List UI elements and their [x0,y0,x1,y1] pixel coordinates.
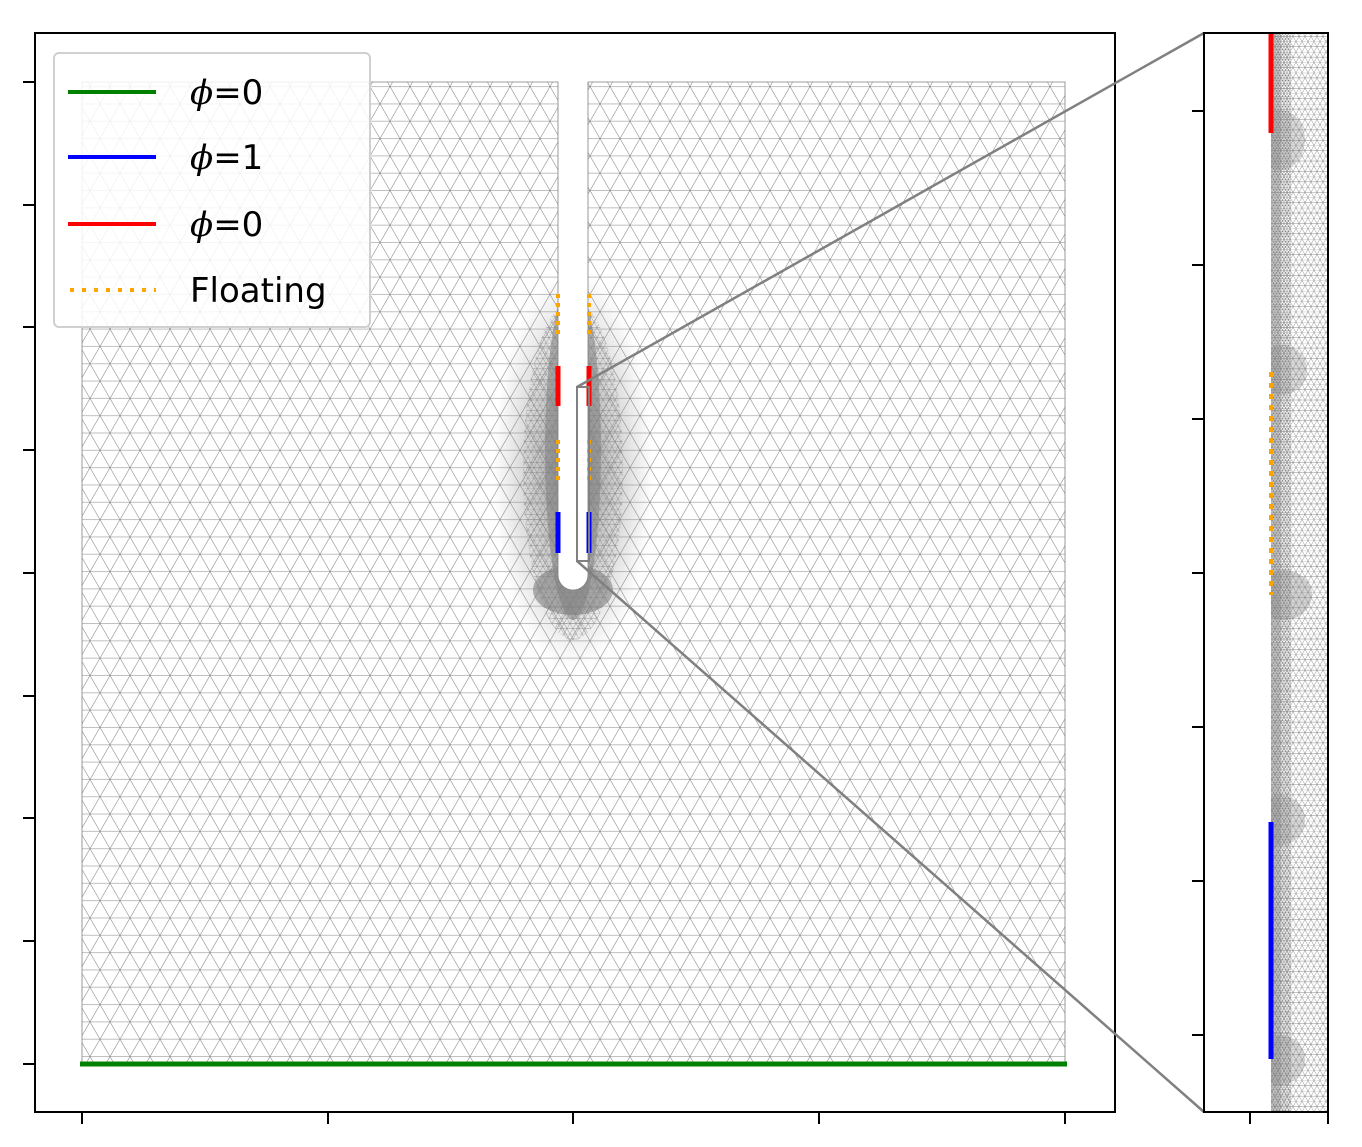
legend-item-floating: Floating [70,271,327,311]
zoom-connector-top [576,31,1205,389]
svg-text:ϕ=0: ϕ=0 [190,73,263,113]
main-y-ticks [23,81,35,1065]
inset-x-ticks [1249,1112,1329,1124]
legend-box [53,52,371,328]
legend-label: =0 [213,73,263,113]
inset-mesh [1271,33,1328,1112]
legend-label: =0 [213,205,263,245]
zoom-connectors [576,31,1205,1113]
legend-label: =1 [213,138,263,178]
legend-symbol: ϕ [190,138,213,178]
legend-item-phi0-green: ϕ=0 [68,73,263,113]
svg-text:ϕ=1: ϕ=1 [190,138,263,178]
legend-symbol: ϕ [190,205,213,245]
zoom-connector-bottom [576,560,1205,1113]
legend-item-phi1-blue: ϕ=1 [68,138,263,178]
legend: ϕ=0 ϕ=1 ϕ=0 Floating [53,52,371,328]
legend-symbol: ϕ [190,73,213,113]
inset-y-ticks [1192,110,1204,1036]
domain-outline [81,81,1066,1064]
svg-text:ϕ=0: ϕ=0 [190,205,263,245]
inset-axes [1192,32,1329,1124]
legend-label: Floating [190,271,327,311]
legend-item-phi0-red: ϕ=0 [68,205,263,245]
zoom-region-box [576,386,590,562]
main-x-ticks [81,1112,1066,1124]
